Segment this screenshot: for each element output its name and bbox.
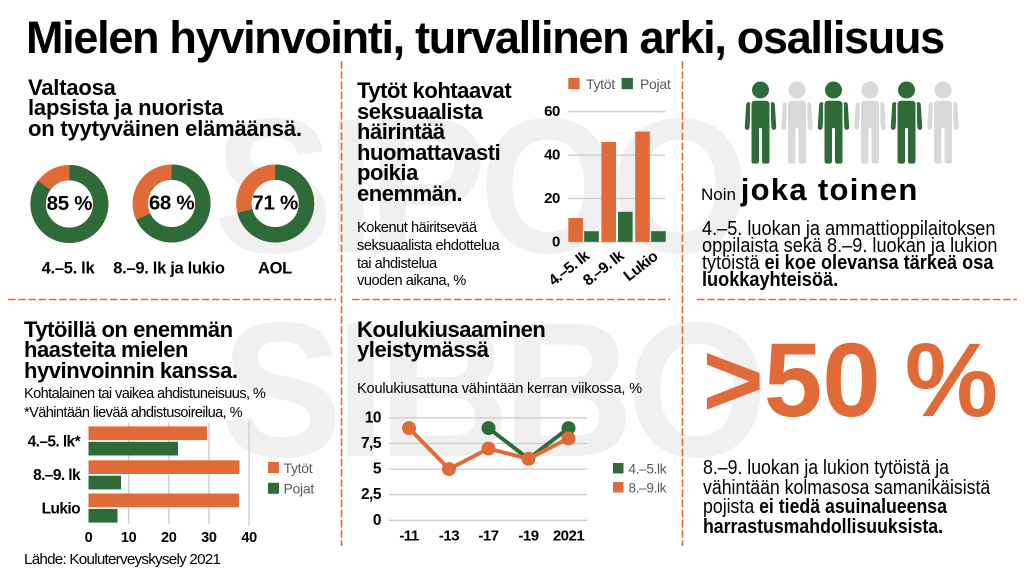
svg-text:8.–9. lk: 8.–9. lk bbox=[580, 247, 628, 289]
svg-text:0: 0 bbox=[373, 512, 381, 529]
svg-text:85 %: 85 % bbox=[47, 192, 93, 215]
svg-text:-13: -13 bbox=[439, 528, 459, 545]
svg-text:40: 40 bbox=[241, 530, 257, 546]
svg-text:Tytöt: Tytöt bbox=[284, 460, 313, 476]
svg-text:2,5: 2,5 bbox=[361, 486, 382, 503]
svg-text:8.–9. lk ja lukio: 8.–9. lk ja lukio bbox=[113, 260, 225, 278]
svg-text:8.–9.lk: 8.–9.lk bbox=[629, 480, 667, 495]
svg-text:4.–5. lk*: 4.–5. lk* bbox=[28, 434, 82, 451]
svg-text:8.–9. lk: 8.–9. lk bbox=[33, 467, 81, 484]
svg-text:4.–5. lk: 4.–5. lk bbox=[42, 260, 96, 278]
svg-text:10: 10 bbox=[365, 409, 381, 426]
svg-text:20: 20 bbox=[544, 190, 560, 207]
svg-text:10: 10 bbox=[121, 530, 137, 546]
svg-text:Tytöt: Tytöt bbox=[586, 76, 615, 92]
svg-text:2021: 2021 bbox=[553, 528, 585, 545]
svg-text:Lukio: Lukio bbox=[621, 248, 661, 285]
svg-text:AOL: AOL bbox=[258, 260, 292, 278]
svg-text:Lukio: Lukio bbox=[42, 501, 80, 518]
svg-text:-11: -11 bbox=[399, 528, 419, 545]
svg-text:Pojat: Pojat bbox=[284, 481, 315, 497]
svg-text:40: 40 bbox=[544, 147, 560, 164]
svg-text:68 %: 68 % bbox=[149, 192, 195, 215]
svg-text:71 %: 71 % bbox=[252, 192, 298, 215]
svg-text:5: 5 bbox=[373, 461, 382, 478]
svg-text:0: 0 bbox=[85, 530, 93, 546]
svg-text:60: 60 bbox=[544, 103, 560, 120]
svg-text:7,5: 7,5 bbox=[361, 435, 382, 452]
svg-text:4.–5.lk: 4.–5.lk bbox=[629, 461, 667, 476]
svg-text:30: 30 bbox=[201, 530, 217, 546]
svg-text:-19: -19 bbox=[518, 528, 538, 545]
svg-text:20: 20 bbox=[161, 530, 177, 546]
svg-text:-17: -17 bbox=[478, 528, 498, 545]
svg-text:Pojat: Pojat bbox=[640, 76, 671, 92]
svg-text:0: 0 bbox=[552, 233, 560, 250]
